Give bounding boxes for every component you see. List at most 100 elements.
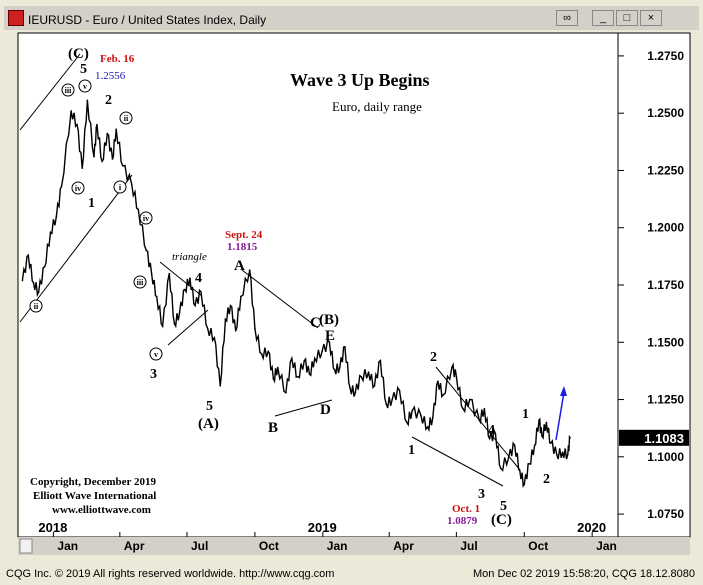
price-point [93, 155, 95, 158]
price-point [111, 158, 114, 160]
chart-app-icon [8, 10, 24, 26]
price-point [27, 254, 30, 257]
wave-iii-mid-marker: iii [133, 275, 147, 289]
price-point [379, 359, 382, 362]
price-point [101, 160, 103, 163]
x-month-label: Jan [327, 539, 348, 553]
price-point [354, 391, 357, 394]
wave-1-2019: 1 [408, 443, 415, 458]
price-point [224, 318, 227, 321]
wave-i-left-marker: i [113, 180, 127, 194]
close-icon[interactable]: × [640, 10, 662, 26]
price-point [550, 442, 552, 444]
price-point [106, 133, 109, 135]
price-point [321, 350, 323, 353]
price-point [488, 437, 491, 440]
x-year-label: 2020 [577, 520, 606, 535]
price-point [213, 336, 216, 339]
svg-text:iii: iii [65, 86, 72, 95]
price-point [150, 272, 153, 275]
price-point [189, 277, 191, 279]
wave-1-new: 1 [522, 407, 529, 422]
price-point [426, 426, 429, 428]
y-tick-label: 1.2250 [647, 163, 684, 177]
y-tick-label: 1.1500 [647, 335, 684, 349]
scrollbar-thumb[interactable] [19, 538, 33, 554]
price-point [229, 304, 232, 307]
price-point [206, 327, 209, 330]
x-month-label: Apr [124, 539, 145, 553]
price-point [291, 357, 293, 360]
last-price-label: 1.1083 [644, 431, 684, 446]
wave-2-new: 2 [543, 472, 550, 487]
price-point [349, 387, 351, 389]
wave-ii-top-marker: ii [119, 111, 133, 125]
price-point [183, 288, 186, 291]
y-tick-label: 1.2500 [647, 106, 684, 120]
price-point [541, 435, 543, 438]
maximize-icon[interactable]: □ [616, 10, 638, 26]
x-month-label: Oct [528, 539, 548, 553]
svg-text:ii: ii [124, 114, 129, 123]
sept24-date: Sept. 24 [225, 229, 263, 241]
last-price-box [619, 429, 689, 446]
price-point [96, 123, 98, 126]
price-point [406, 421, 408, 424]
price-point [451, 366, 453, 369]
projection-arrowhead [560, 386, 567, 396]
price-point [411, 410, 413, 412]
svg-text:v: v [154, 350, 158, 359]
price-point [561, 451, 564, 454]
plot-area [17, 32, 619, 538]
price-point [200, 291, 202, 293]
wave-C-paren-2019: (C) [491, 512, 512, 528]
minimize-icon[interactable]: _ [592, 10, 614, 26]
oct1-price: 1.0879 [447, 515, 478, 527]
link-icon[interactable]: ∞ [556, 10, 578, 26]
copyright-line1: Copyright, December 2019 [30, 476, 156, 488]
wave-A-paren: (A) [198, 416, 219, 432]
projection-arrow [555, 391, 565, 441]
price-point [313, 357, 316, 360]
wave-3-2019: 3 [478, 487, 485, 502]
triangle2-lower [274, 399, 333, 417]
price-point [49, 231, 52, 234]
wave-E-high: E [325, 328, 335, 344]
wave-B-paren: (B) [319, 312, 339, 328]
wave-5-A: 5 [206, 399, 213, 414]
price-point [86, 99, 89, 102]
triangle2-upper [241, 269, 319, 329]
svg-text:i: i [119, 183, 122, 192]
price-point [248, 269, 251, 271]
wave-5-2019: 5 [500, 499, 507, 514]
price-point [569, 437, 571, 439]
wave-iii-top-marker: iii [61, 83, 75, 97]
price-axis-panel [617, 32, 691, 538]
chart-subtitle: Euro, daily range [332, 99, 422, 114]
wave-v-top-marker: v [78, 79, 92, 93]
price-point [333, 368, 336, 371]
price-point [523, 483, 526, 486]
price-point [254, 327, 256, 330]
triangle-label: triangle [172, 251, 207, 263]
wave-v-low-marker: v [149, 347, 163, 361]
price-point [519, 469, 521, 472]
price-point [194, 304, 196, 307]
price-point [219, 385, 222, 387]
price-point [272, 378, 275, 380]
price-point [437, 380, 439, 383]
price-point [121, 165, 124, 167]
price-point [21, 279, 24, 282]
footer-copyright: CQG Inc. © 2019 All rights reserved worl… [6, 568, 335, 580]
price-point [155, 295, 158, 298]
price-point [32, 281, 35, 284]
svg-text:iii: iii [137, 278, 144, 287]
wave-A-peak: A [234, 258, 245, 274]
chart-canvas: 1.2750 1.2500 1.2250 1.2000 1.1750 1.1500 1.12… [17, 32, 691, 555]
y-tick-label: 1.1750 [647, 278, 684, 292]
wave-iv-left-marker: iv [71, 181, 85, 195]
price-point [420, 414, 422, 417]
price-point [130, 183, 133, 185]
scrollbar-track[interactable] [18, 537, 690, 555]
price-point [70, 110, 72, 112]
